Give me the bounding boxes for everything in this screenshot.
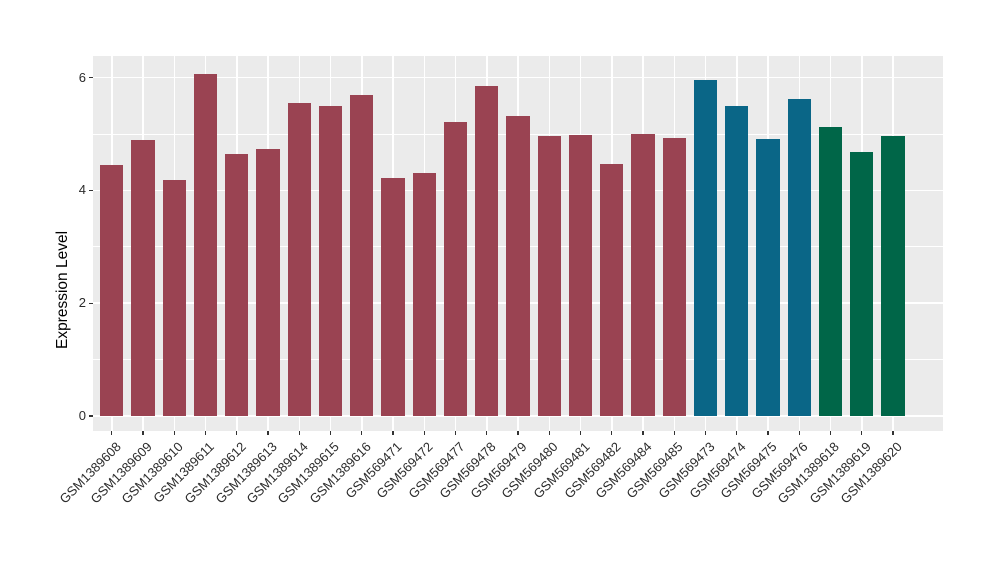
bar-GSM1389619 (850, 151, 874, 416)
bar-GSM1389618 (818, 126, 843, 416)
bar-GSM1389611 (193, 74, 218, 416)
bar-GSM569480 (537, 135, 561, 416)
x-tick-mark (861, 431, 863, 435)
bar-GSM1389610 (162, 180, 186, 416)
bar-GSM1389612 (225, 154, 249, 416)
y-tick-label: 4 (78, 182, 86, 198)
y-tick-mark (89, 189, 93, 192)
bar-GSM1389620 (881, 136, 905, 416)
major-gridline (93, 76, 943, 79)
bar-GSM569479 (506, 116, 530, 416)
x-tick-mark (767, 431, 769, 435)
bar-GSM569485 (662, 138, 686, 416)
x-tick-mark (236, 431, 238, 435)
bar-GSM569478 (475, 86, 499, 416)
x-tick-mark (486, 431, 488, 435)
x-tick-mark (892, 431, 894, 435)
x-tick-mark (829, 431, 832, 435)
bar-GSM1389609 (131, 140, 155, 416)
x-tick-mark (798, 431, 800, 435)
x-tick-mark (454, 431, 457, 435)
bar-GSM1389616 (350, 94, 374, 416)
bar-GSM569484 (631, 134, 655, 416)
bar-GSM569473 (693, 79, 718, 416)
bar-GSM1389614 (287, 103, 311, 416)
bar-GSM569482 (600, 163, 624, 416)
x-tick-mark (329, 431, 332, 435)
bar-GSM1389613 (256, 149, 280, 416)
major-gridline (93, 415, 943, 417)
bar-GSM569481 (568, 134, 593, 416)
x-tick-mark (611, 431, 613, 435)
y-tick-label: 6 (78, 69, 86, 85)
x-tick-mark (548, 431, 550, 435)
bar-GSM569471 (381, 177, 405, 416)
x-tick-mark (267, 431, 269, 435)
bar-GSM569476 (787, 98, 811, 416)
x-tick-mark (361, 431, 363, 435)
bar-GSM569474 (725, 106, 749, 416)
bar-GSM569477 (443, 122, 468, 416)
y-tick-label: 0 (78, 408, 86, 423)
y-tick-mark (89, 77, 93, 79)
x-tick-mark (736, 431, 738, 435)
x-tick-mark (298, 431, 300, 435)
x-tick-mark (173, 431, 175, 435)
x-tick-mark (517, 431, 519, 435)
x-tick-mark (704, 431, 707, 435)
bar-GSM1389615 (318, 106, 343, 416)
x-tick-mark (423, 431, 425, 435)
bar-GSM569472 (412, 173, 436, 416)
y-tick-mark (89, 302, 93, 304)
x-tick-mark (673, 431, 675, 435)
bar-GSM1389608 (100, 165, 124, 416)
y-tick-mark (89, 415, 93, 417)
y-axis-title-text: Expression Level (54, 230, 71, 350)
bar-GSM569475 (756, 139, 780, 416)
chart-panel (93, 56, 943, 431)
x-tick-mark (579, 431, 582, 435)
x-tick-mark (204, 431, 207, 435)
x-tick-mark (392, 431, 394, 435)
x-tick-mark (111, 431, 113, 435)
x-tick-mark (642, 431, 644, 435)
x-tick-mark (142, 431, 144, 435)
y-tick-label: 2 (78, 295, 86, 311)
